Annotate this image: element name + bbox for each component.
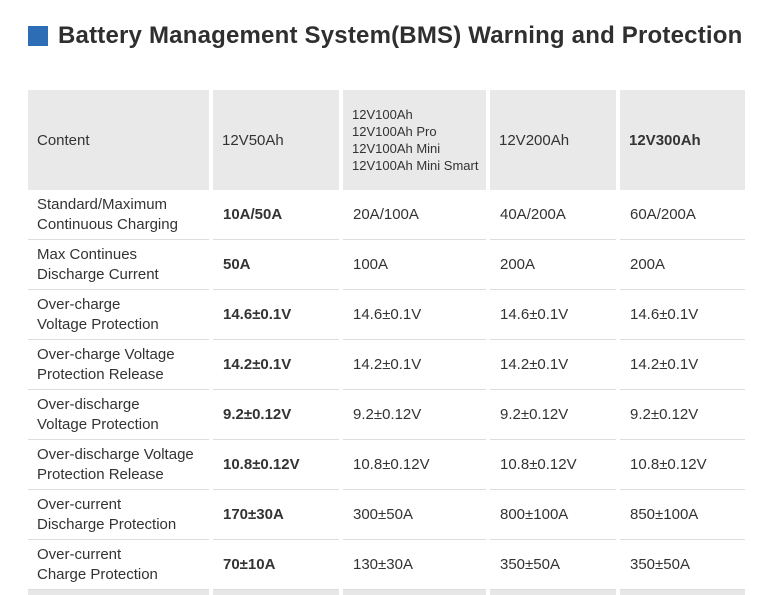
cell-value: 300±50A [343, 490, 486, 540]
cell-value: 14.2±0.1V [343, 340, 486, 390]
cell-value: 60A/200A [620, 190, 745, 240]
cell-value: 14.6±0.1V [343, 290, 486, 340]
row-label: Standard/Maximum Continuous Charging [28, 190, 209, 240]
table-body: Standard/Maximum Continuous Charging 10A… [28, 190, 745, 595]
cell-value: 130±30A [343, 540, 486, 590]
row-label: Over-current Discharge Protection [28, 490, 209, 540]
cell-value: 10.8±0.12V [620, 440, 745, 490]
cell-value: 200A [490, 240, 616, 290]
row-label-line: Discharge Protection [37, 515, 177, 533]
table-row: Max Continues Discharge Current 50A 100A… [28, 240, 745, 290]
column-header-12v100ah-pro: 12V100Ah Pro [352, 124, 437, 139]
row-label-line: Discharge Current [37, 265, 159, 283]
row-label: Over-discharge Voltage Protection Releas… [28, 440, 209, 490]
cell-value: 10.8±0.12V [490, 440, 616, 490]
page-title: Battery Management System(BMS) Warning a… [58, 22, 743, 49]
cell-value: 350±50A [490, 540, 616, 590]
cell-value: 14.2±0.1V [490, 340, 616, 390]
table-row: Over-charge Voltage Protection 14.6±0.1V… [28, 290, 745, 340]
row-label: Over-current Charge Protection [28, 540, 209, 590]
column-header-12v100ah-mini-smart: 12V100Ah Mini Smart [352, 158, 479, 173]
row-label-line: Charge Protection [37, 565, 158, 583]
cell-value: 10A/50A [213, 190, 339, 240]
row-label-line: Standard/Maximum [37, 195, 168, 213]
row-label-line: Voltage Protection [37, 315, 159, 333]
title-bullet-icon [28, 26, 48, 46]
cell-value: 200A [620, 240, 745, 290]
cell-value: 9.2±0.12V [213, 390, 339, 440]
cell-value: 14.6±0.1V [490, 290, 616, 340]
table-row: Over-current Discharge Protection 170±30… [28, 490, 745, 540]
column-header-12v100ah: 12V100Ah [352, 107, 413, 122]
row-label-line: Protection Release [37, 465, 164, 483]
column-header-12v100ah-group: 12V100Ah 12V100Ah Pro 12V100Ah Mini 12V1… [343, 90, 486, 190]
cell-value: 9.2±0.12V [490, 390, 616, 440]
header-row: Content 12V50Ah 12V100Ah 12V100Ah Pro 12… [28, 90, 745, 190]
cell-value: 70±10A [213, 540, 339, 590]
column-header-content: Content [28, 90, 209, 190]
column-header-12v100ah-mini: 12V100Ah Mini [352, 141, 441, 156]
row-label-line: Over-current [37, 495, 122, 513]
table-row: Over-discharge Voltage Protection Releas… [28, 440, 745, 490]
bms-spec-table: Content 12V50Ah 12V100Ah 12V100Ah Pro 12… [24, 90, 749, 595]
cell-value: 20A/100A [343, 190, 486, 240]
row-label-line: Protection Release [37, 365, 164, 383]
cell-value: 170±30A [213, 490, 339, 540]
row-label: Over-charge Voltage Protection [28, 290, 209, 340]
row-label: Max Continues Discharge Current [28, 240, 209, 290]
table-row: Standard/Maximum Continuous Charging 10A… [28, 190, 745, 240]
table-header: Content 12V50Ah 12V100Ah 12V100Ah Pro 12… [28, 90, 745, 190]
table-row: Over-discharge Voltage Protection 9.2±0.… [28, 390, 745, 440]
row-label-line: Max Continues [37, 245, 138, 263]
row-label-line: Continuous Charging [37, 215, 178, 233]
column-header-12v300ah: 12V300Ah [620, 90, 745, 190]
cell-value: 9.2±0.12V [343, 390, 486, 440]
cell-value: 14.2±0.1V [620, 340, 745, 390]
cell-value: 10.8±0.12V [213, 440, 339, 490]
page-header: Battery Management System(BMS) Warning a… [28, 22, 768, 50]
row-label-line: Over-current [37, 545, 122, 563]
cell-value: 40A/200A [490, 190, 616, 240]
cell-value: 14.6±0.1V [213, 290, 339, 340]
cell-value: 14.2±0.1V [213, 340, 339, 390]
row-label-line: Over-discharge Voltage [37, 445, 194, 463]
row-label-line: Over-charge [37, 295, 121, 313]
cell-value: 10.8±0.12V [343, 440, 486, 490]
cell-value: 9.2±0.12V [620, 390, 745, 440]
cell-value: 50A [213, 240, 339, 290]
cell-value: 350±50A [620, 540, 745, 590]
row-label-line: Over-charge Voltage [37, 345, 175, 363]
cell-value: 800±100A [490, 490, 616, 540]
column-header-12v200ah: 12V200Ah [490, 90, 616, 190]
table-row: Over-current Charge Protection 70±10A 13… [28, 540, 745, 590]
cell-value: 14.6±0.1V [620, 290, 745, 340]
row-label-line: Over-discharge [37, 395, 140, 413]
cell-value: 100A [343, 240, 486, 290]
next-section-header-strip [28, 590, 745, 595]
row-label: Over-charge Voltage Protection Release [28, 340, 209, 390]
column-header-12v50ah: 12V50Ah [213, 90, 339, 190]
table-row: Over-charge Voltage Protection Release 1… [28, 340, 745, 390]
cell-value: 850±100A [620, 490, 745, 540]
row-label: Over-discharge Voltage Protection [28, 390, 209, 440]
row-label-line: Voltage Protection [37, 415, 159, 433]
